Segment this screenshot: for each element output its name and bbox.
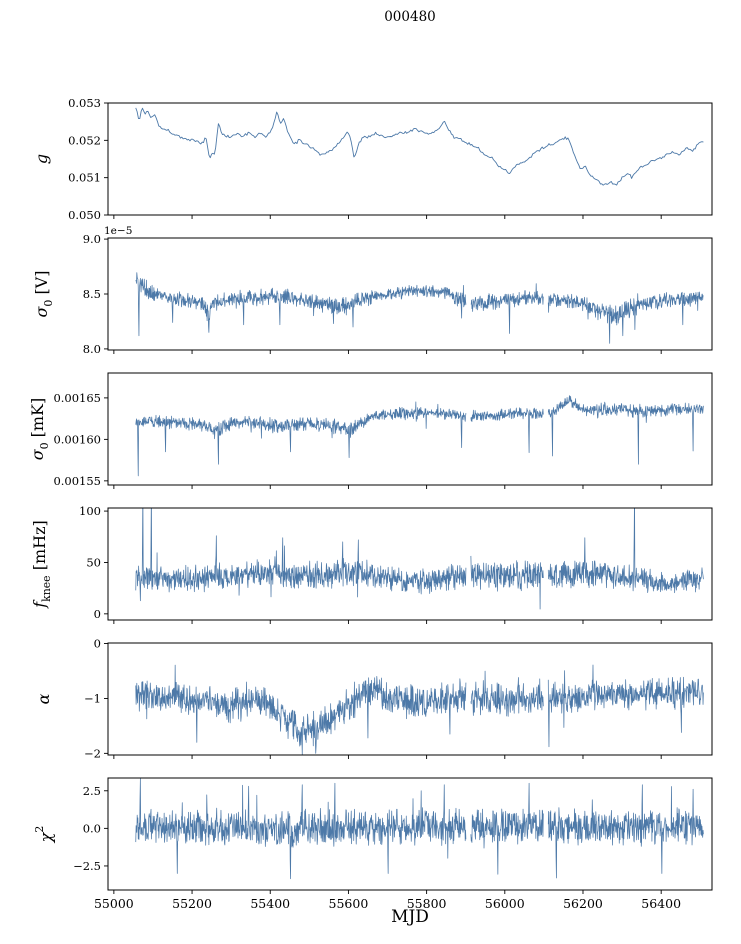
y-axis-label-part: [mK] bbox=[28, 397, 47, 443]
panel-frame bbox=[107, 507, 713, 621]
panel-fknee: 0 50 100 bbox=[79, 504, 713, 624]
y-tick-label: 8.5 bbox=[83, 287, 101, 301]
panel-alpha: −2 −1 0 bbox=[84, 637, 713, 760]
series-fknee bbox=[135, 508, 704, 610]
y-tick-label: 9.0 bbox=[83, 232, 101, 246]
panel-g: 0.050 0.051 0.052 0.053 bbox=[68, 96, 713, 222]
y-tick-label: 0 bbox=[94, 607, 101, 621]
y-tick-label: 0.052 bbox=[68, 133, 101, 147]
panel-sigma0-V: 8.0 8.5 9.01e−5 bbox=[83, 225, 713, 356]
y-tick-label: 0.00160 bbox=[53, 432, 101, 446]
y-tick-label: 0.053 bbox=[68, 96, 101, 110]
panel-frame bbox=[107, 372, 713, 486]
series-sigma0-V bbox=[135, 272, 704, 344]
y-axis-label-part: 2 bbox=[33, 825, 46, 833]
y-tick-label: −1 bbox=[84, 691, 101, 705]
y-axis-label-chi2: χ2 bbox=[29, 724, 55, 944]
y-tick-label: 2.5 bbox=[83, 784, 101, 798]
y-axis-label-part: σ bbox=[32, 306, 51, 318]
y-axis-label-part: α bbox=[34, 693, 53, 705]
panel-chi2: −2.5 0.0 2.5 55000 55200 55400 55600 55800 56000… bbox=[73, 777, 713, 911]
axis-offset-label: 1e−5 bbox=[104, 225, 132, 237]
y-tick-label: 0.00155 bbox=[53, 474, 101, 488]
series-alpha bbox=[135, 664, 704, 755]
x-tick-label: 55000 bbox=[94, 896, 134, 911]
y-tick-label: 0 bbox=[94, 637, 101, 651]
x-tick-label: 56400 bbox=[641, 896, 681, 911]
x-tick-label: 56200 bbox=[563, 896, 603, 911]
y-axis-label-part: g bbox=[32, 153, 51, 165]
panel-frame bbox=[107, 102, 713, 216]
y-tick-label: 8.0 bbox=[83, 342, 101, 356]
panel-frame bbox=[107, 642, 713, 756]
x-tick-label: 55600 bbox=[329, 896, 369, 911]
y-axis-label-part: [mHz] bbox=[30, 520, 49, 576]
series-g bbox=[135, 107, 704, 186]
y-tick-label: 0.00165 bbox=[53, 391, 101, 405]
x-axis-label: MJD bbox=[391, 907, 429, 927]
y-axis-label-part: χ bbox=[36, 832, 56, 843]
y-tick-label: 100 bbox=[79, 504, 101, 518]
y-tick-label: −2.5 bbox=[73, 859, 101, 873]
y-tick-label: 0.051 bbox=[68, 171, 101, 185]
series-chi2 bbox=[135, 778, 704, 880]
panel-sigma0-mK: 0.00155 0.00160 0.00165 bbox=[53, 372, 713, 489]
x-tick-label: 56000 bbox=[485, 896, 525, 911]
y-tick-label: −2 bbox=[84, 746, 101, 760]
x-tick-label: 55400 bbox=[250, 896, 290, 911]
x-tick-label: 55800 bbox=[407, 896, 447, 911]
y-axis-label-part: 0 bbox=[37, 442, 51, 450]
figure-title: 000480 bbox=[384, 9, 436, 25]
y-tick-label: 50 bbox=[86, 555, 101, 569]
panel-frame bbox=[107, 237, 713, 351]
x-tick-label: 55200 bbox=[172, 896, 212, 911]
y-axis-label-part: 0 bbox=[41, 299, 55, 307]
series-sigma0-mK bbox=[135, 395, 704, 477]
y-axis-label-part: [V] bbox=[32, 270, 51, 300]
y-tick-label: 0.050 bbox=[68, 208, 101, 222]
panel-frame bbox=[107, 777, 713, 891]
y-tick-label: 0.0 bbox=[83, 821, 101, 835]
